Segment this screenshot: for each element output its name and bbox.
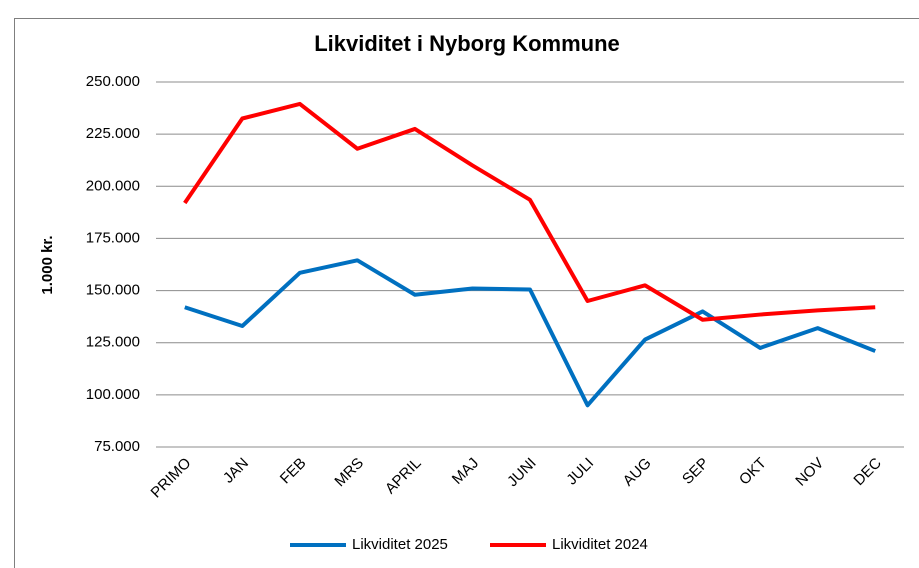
y-tick-label: 150.000 bbox=[86, 282, 140, 299]
data-line bbox=[183, 101, 876, 322]
y-tick-label: 225.000 bbox=[86, 125, 140, 142]
legend-label: Likviditet 2025 bbox=[352, 536, 448, 553]
chart-title: Likviditet i Nyborg Kommune bbox=[314, 31, 620, 56]
y-tick-label: 125.000 bbox=[86, 334, 140, 351]
y-tick-label: 200.000 bbox=[86, 177, 140, 194]
y-tick-label: 175.000 bbox=[86, 229, 140, 246]
y-tick-label: 75.000 bbox=[94, 438, 140, 455]
y-tick-label: 100.000 bbox=[86, 386, 140, 403]
legend-label: Likviditet 2024 bbox=[552, 536, 648, 553]
y-axis-label: 1.000 kr. bbox=[39, 235, 56, 294]
y-tick-label: 250.000 bbox=[86, 73, 140, 90]
chart-frame bbox=[14, 18, 919, 568]
data-line bbox=[184, 258, 876, 408]
